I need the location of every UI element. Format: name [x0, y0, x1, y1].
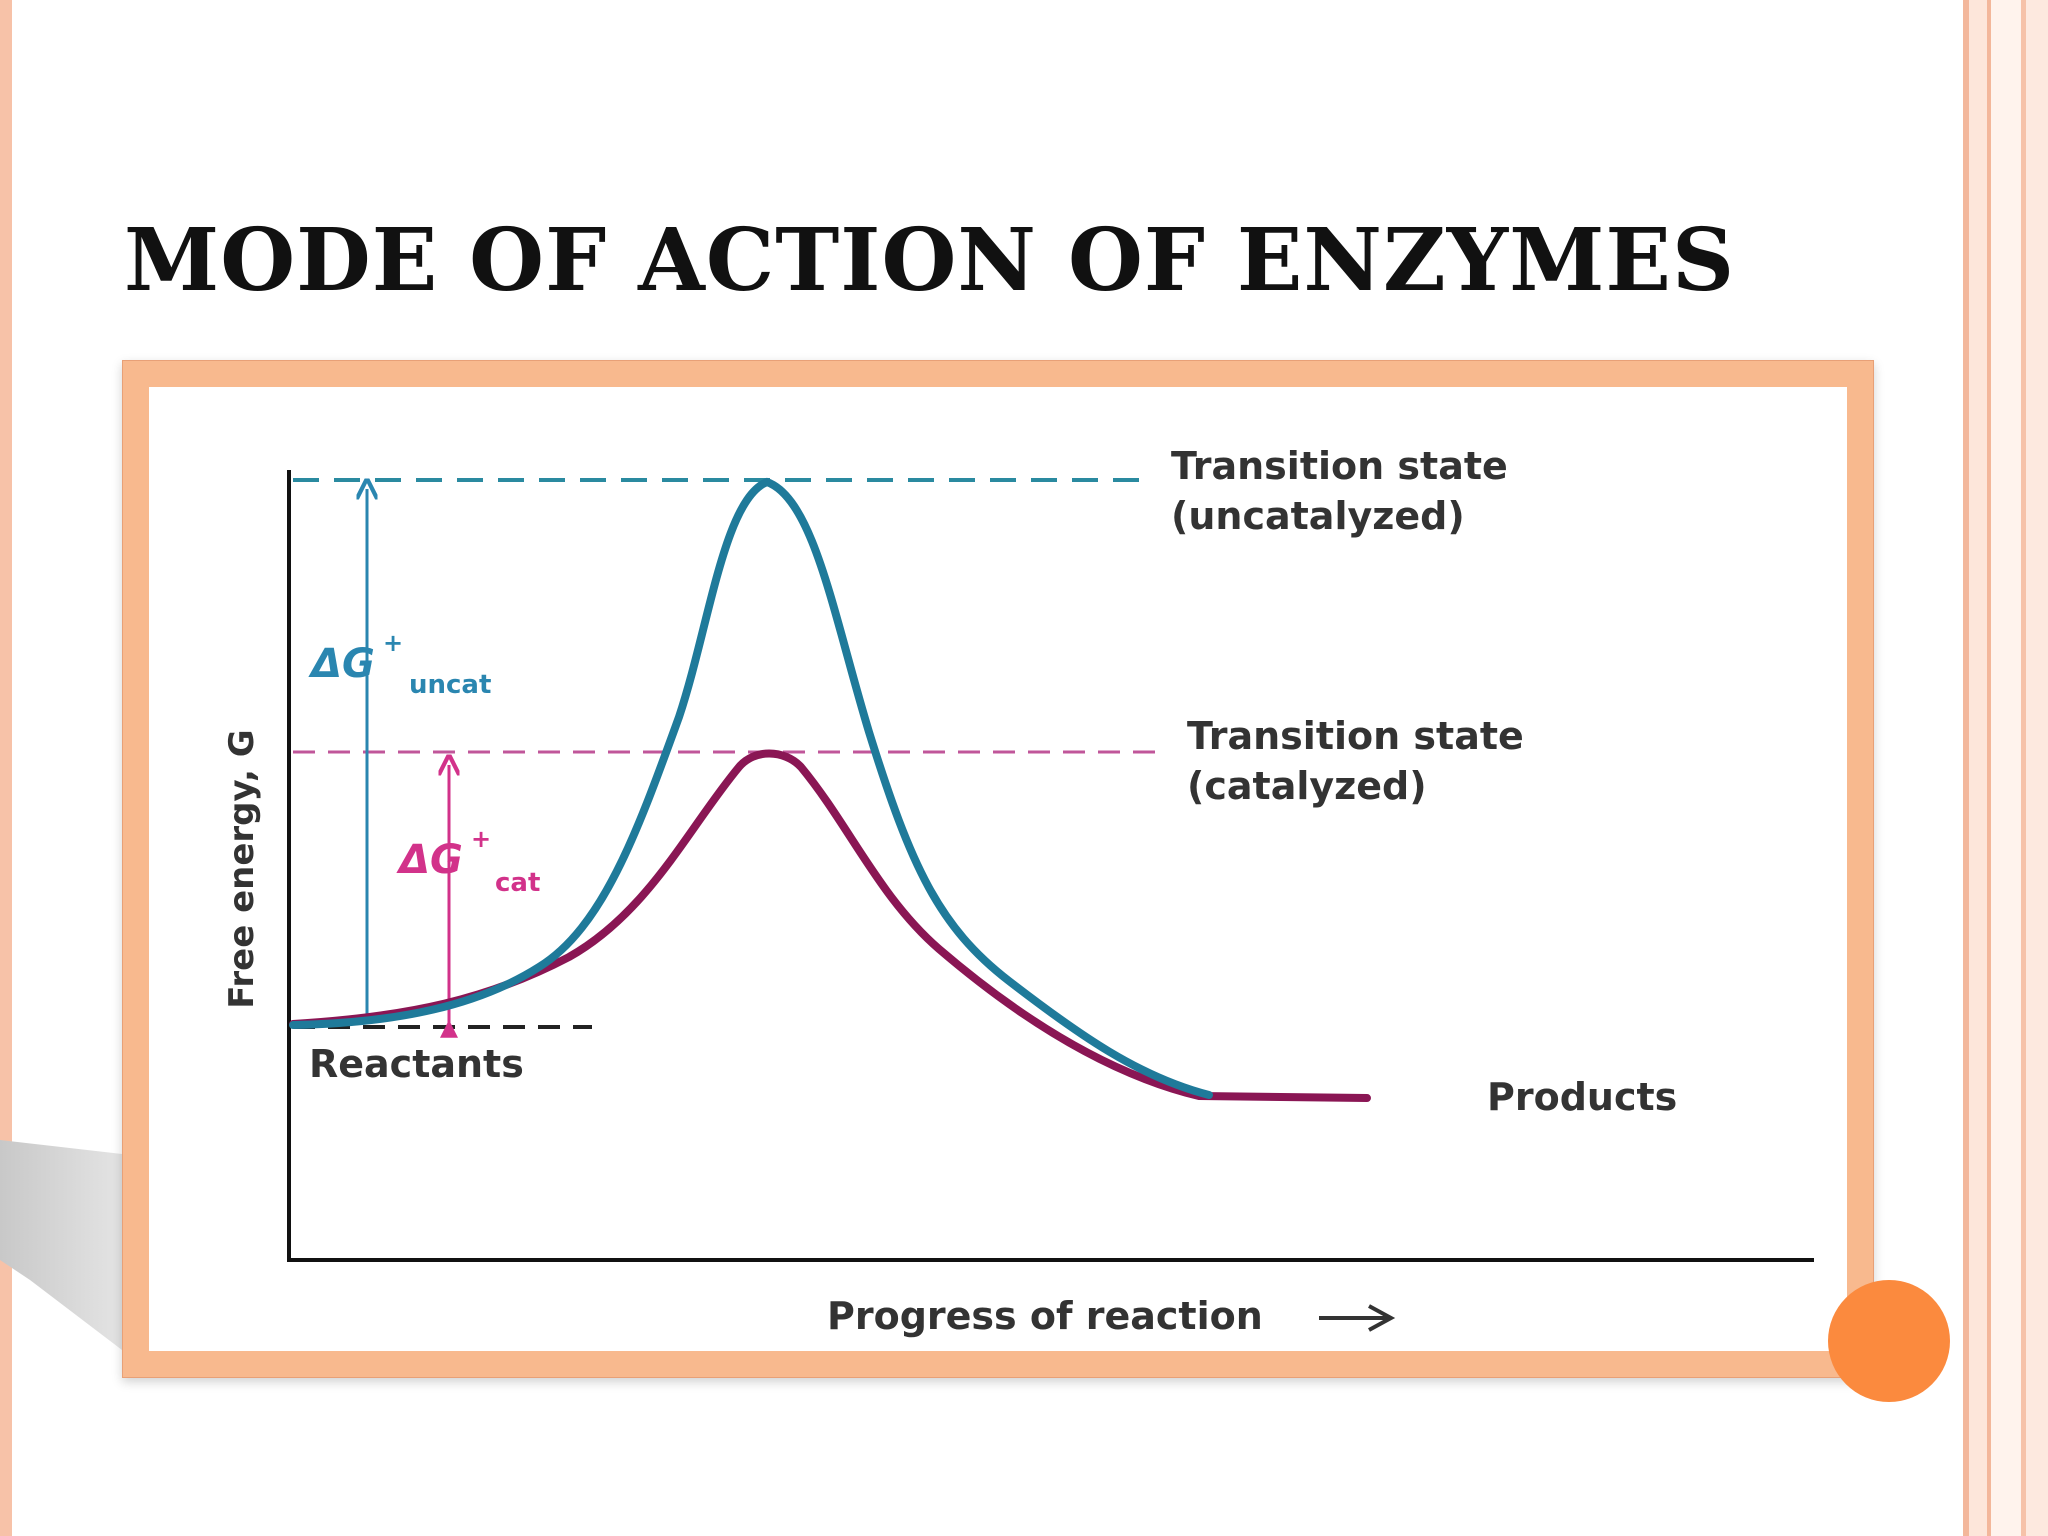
orange-accent-dot [1828, 1280, 1950, 1402]
transition-uncatalyzed-label: Transition state (uncatalyzed) [1171, 444, 1521, 538]
y-axis-label: Free energy, G [222, 729, 262, 1008]
delta-g-uncat-label: ΔG + uncat [308, 629, 491, 700]
reactants-label: Reactants [309, 1042, 524, 1086]
products-label: Products [1487, 1075, 1677, 1119]
delta-g-cat-main: ΔG [396, 837, 463, 883]
transition-uncatalyzed-line2: (uncatalyzed) [1171, 494, 1465, 538]
shadow-wedge [0, 1140, 122, 1350]
x-axis-arrow-icon [1319, 1304, 1396, 1332]
delta-g-uncat-main: ΔG [308, 641, 375, 687]
delta-g-uncat-sup: + [383, 629, 403, 657]
transition-catalyzed-line2: (catalyzed) [1187, 764, 1427, 808]
diagram-frame: Free energy, G Transition state (uncatal… [122, 360, 1874, 1378]
delta-g-cat-label: ΔG + cat [396, 825, 540, 898]
transition-catalyzed-label: Transition state (catalyzed) [1187, 714, 1537, 808]
delta-g-cat-sup: + [471, 825, 491, 853]
x-axis-label: Progress of reaction [827, 1294, 1263, 1338]
delta-g-cat-sub: cat [495, 868, 540, 898]
uncatalyzed-curve [289, 477, 1213, 1099]
slide-title: MODE OF ACTION OF ENZYMES [124, 210, 1736, 311]
delta-g-uncat-sub: uncat [409, 670, 491, 700]
transition-uncatalyzed-line1: Transition state [1171, 444, 1508, 488]
energy-diagram: Free energy, G Transition state (uncatal… [222, 444, 1814, 1338]
transition-catalyzed-line1: Transition state [1187, 714, 1524, 758]
diagram-panel: Free energy, G Transition state (uncatal… [149, 387, 1847, 1351]
right-decorative-stripes [1963, 0, 2048, 1536]
